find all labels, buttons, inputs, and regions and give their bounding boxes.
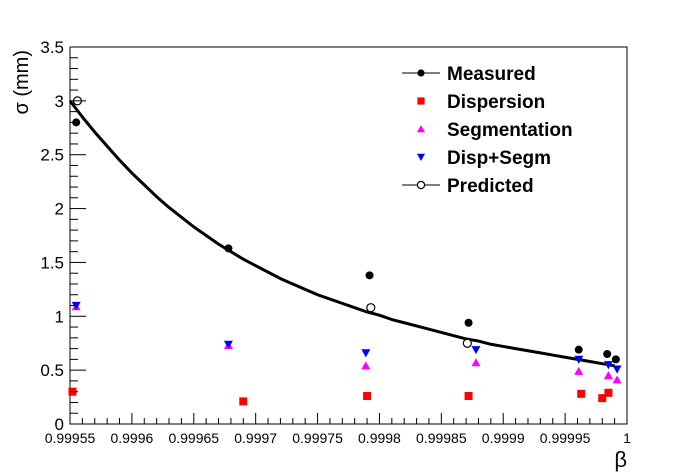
point-measured: [464, 318, 473, 327]
legend-label-predicted: Predicted: [447, 176, 534, 197]
point-disp-segm: [612, 365, 622, 374]
point-segmentation: [603, 371, 613, 380]
y-tick-label: 1.5: [40, 253, 64, 272]
y-tick-label: 3.5: [40, 38, 64, 57]
point-dispersion: [604, 388, 613, 397]
legend-marker-disp-segm: [416, 153, 426, 162]
legend-marker-predicted: [416, 180, 426, 190]
point-disp-segm: [361, 349, 371, 358]
point-segmentation: [612, 375, 622, 384]
x-tick-label: 0.9996: [110, 430, 153, 446]
point-dispersion: [239, 397, 248, 406]
x-tick-label: 0.9999: [482, 430, 525, 446]
x-tick-label: 0.99985: [416, 430, 467, 446]
legend-marker-measured: [417, 69, 425, 77]
point-dispersion: [363, 391, 372, 400]
x-tick-label: 0.99955: [45, 430, 96, 446]
point-dispersion: [598, 394, 607, 403]
point-measured: [603, 349, 612, 358]
point-disp-segm: [223, 340, 233, 349]
legend-label-measured: Measured: [447, 64, 536, 85]
point-measured: [611, 355, 620, 364]
y-tick-label: 0: [55, 415, 64, 434]
x-tick-label: 0.9998: [358, 430, 401, 446]
y-tick-label: 2: [55, 200, 64, 219]
point-disp-segm: [471, 346, 481, 355]
point-segmentation: [471, 358, 481, 367]
plot-frame: [69, 46, 628, 425]
point-segmentation: [574, 366, 584, 375]
x-axis-label: β: [614, 447, 627, 472]
legend-label-segmentation: Segmentation: [447, 120, 573, 141]
point-disp-segm: [574, 355, 584, 364]
point-segmentation: [361, 361, 371, 370]
legend-label-disp-segm: Disp+Segm: [447, 148, 551, 169]
y-tick-label: 2.5: [40, 146, 64, 165]
point-predicted: [462, 338, 472, 348]
legend-marker-segmentation: [416, 124, 426, 133]
point-predicted: [366, 303, 376, 313]
x-tick-label: 0.99995: [540, 430, 591, 446]
x-tick-label: 0.9997: [234, 430, 277, 446]
x-tick-label: 1: [623, 430, 631, 446]
legend-marker-dispersion: [417, 97, 425, 105]
y-axis-label: σ (mm): [11, 50, 33, 115]
x-tick-label: 0.99965: [168, 430, 219, 446]
point-measured: [574, 345, 583, 354]
point-dispersion: [577, 389, 586, 398]
point-disp-segm: [603, 361, 613, 370]
point-measured: [365, 271, 374, 280]
point-measured: [224, 244, 233, 253]
y-tick-label: 0.5: [40, 361, 64, 380]
legend-label-dispersion: Dispersion: [447, 92, 545, 113]
fit-curve: [68, 99, 615, 368]
point-dispersion: [464, 391, 473, 400]
x-tick-label: 0.99975: [292, 430, 343, 446]
y-tick-label: 1: [55, 307, 64, 326]
y-tick-label: 3: [55, 92, 64, 111]
